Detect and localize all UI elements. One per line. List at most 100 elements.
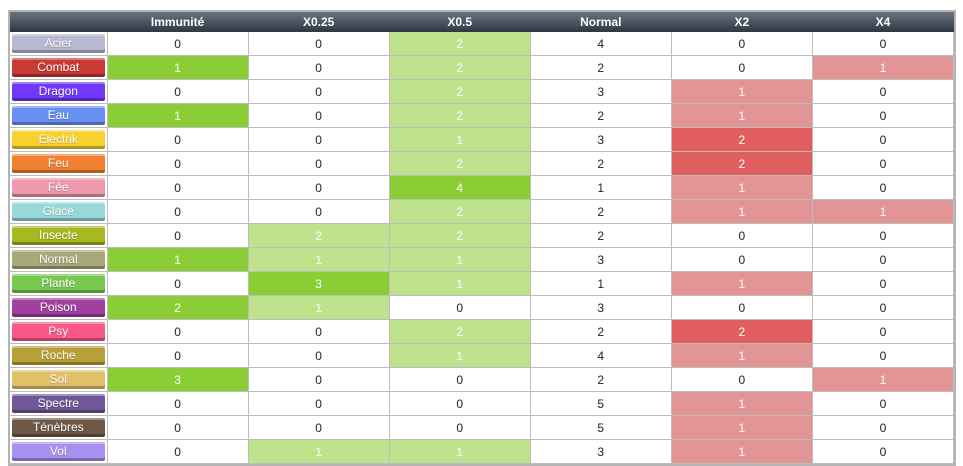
value-cell: 3 [530,439,672,464]
value-cell: 3 [530,247,672,272]
value-cell: 3 [530,79,672,104]
value-cell: 1 [389,343,531,368]
value-cell: 3 [530,127,672,152]
table-row: Glace 0 0 2 2 1 1 [10,199,955,224]
value-cell: 1 [107,247,249,272]
value-cell: 4 [389,175,531,200]
type-cell: Normal [10,247,108,272]
value-cell: 0 [248,151,390,176]
value-cell: 2 [389,103,531,128]
value-cell: 0 [248,415,390,440]
type-badge: Vol [12,442,105,461]
type-cell: Vol [10,439,108,464]
table-row: Combat 1 0 2 2 0 1 [10,55,955,80]
value-cell: 0 [812,439,955,464]
value-cell: 0 [107,127,249,152]
type-badge: Electrik [12,130,105,149]
value-cell: 1 [389,271,531,296]
value-cell: 2 [671,319,813,344]
value-cell: 1 [671,343,813,368]
header-type [10,12,108,32]
value-cell: 5 [530,415,672,440]
value-cell: 2 [389,223,531,248]
header-normal: Normal [530,12,672,32]
value-cell: 0 [671,223,813,248]
value-cell: 0 [248,103,390,128]
type-cell: Insecte [10,223,108,248]
value-cell: 4 [530,343,672,368]
value-cell: 0 [248,175,390,200]
value-cell: 0 [812,247,955,272]
value-cell: 0 [248,343,390,368]
value-cell: 0 [812,295,955,320]
value-cell: 0 [671,295,813,320]
value-cell: 2 [389,319,531,344]
type-cell: Acier [10,32,108,56]
type-badge: Normal [12,250,105,269]
header-row: Immunité X0.25 X0.5 Normal X2 X4 [10,12,954,32]
value-cell: 1 [248,439,390,464]
value-cell: 0 [671,367,813,392]
header-x0-25: X0.25 [248,12,390,32]
type-cell: Feu [10,151,108,176]
value-cell: 1 [530,175,672,200]
value-cell: 0 [812,415,955,440]
value-cell: 0 [812,343,955,368]
type-badge: Roche [12,346,105,365]
value-cell: 0 [389,391,531,416]
table-row: Insecte 0 2 2 2 0 0 [10,223,955,248]
type-badge: Spectre [12,394,105,413]
type-badge: Fée [12,178,105,197]
table-row: Electrik 0 0 1 3 2 0 [10,127,955,152]
type-cell: Glace [10,199,108,224]
value-cell: 0 [389,367,531,392]
table-row: Sol 3 0 0 2 0 1 [10,367,955,392]
value-cell: 0 [107,223,249,248]
value-cell: 2 [389,79,531,104]
type-badge: Plante [12,274,105,293]
type-cell: Combat [10,55,108,80]
value-cell: 0 [107,271,249,296]
value-cell: 0 [107,151,249,176]
value-cell: 3 [107,367,249,392]
value-cell: 0 [107,319,249,344]
type-cell: Roche [10,343,108,368]
value-cell: 0 [107,175,249,200]
type-badge: Feu [12,154,105,173]
table-row: Acier 0 0 2 4 0 0 [10,32,955,56]
value-cell: 0 [812,271,955,296]
value-cell: 0 [248,367,390,392]
value-cell: 3 [248,271,390,296]
table-row: Feu 0 0 2 2 2 0 [10,151,955,176]
value-cell: 0 [812,32,955,56]
value-cell: 1 [389,439,531,464]
value-cell: 1 [248,247,390,272]
value-cell: 2 [530,199,672,224]
value-cell: 0 [107,439,249,464]
value-cell: 1 [248,295,390,320]
value-cell: 2 [530,55,672,80]
type-cell: Eau [10,103,108,128]
value-cell: 1 [530,271,672,296]
value-cell: 4 [530,32,672,56]
type-matchup-table: Immunité X0.25 X0.5 Normal X2 X4 Acier 0 0 2 4 0 0 C… [10,12,955,464]
value-cell: 0 [812,391,955,416]
type-badge: Dragon [12,82,105,101]
value-cell: 0 [107,79,249,104]
value-cell: 2 [530,151,672,176]
value-cell: 0 [812,223,955,248]
value-cell: 0 [389,415,531,440]
value-cell: 0 [812,127,955,152]
value-cell: 5 [530,391,672,416]
type-cell: Electrik [10,127,108,152]
value-cell: 1 [107,103,249,128]
value-cell: 1 [812,199,955,224]
type-badge: Glace [12,202,105,221]
value-cell: 3 [530,295,672,320]
type-badge: Insecte [12,226,105,245]
value-cell: 1 [671,79,813,104]
value-cell: 1 [389,127,531,152]
value-cell: 0 [248,199,390,224]
value-cell: 0 [671,247,813,272]
table-row: Poison 2 1 0 3 0 0 [10,295,955,320]
